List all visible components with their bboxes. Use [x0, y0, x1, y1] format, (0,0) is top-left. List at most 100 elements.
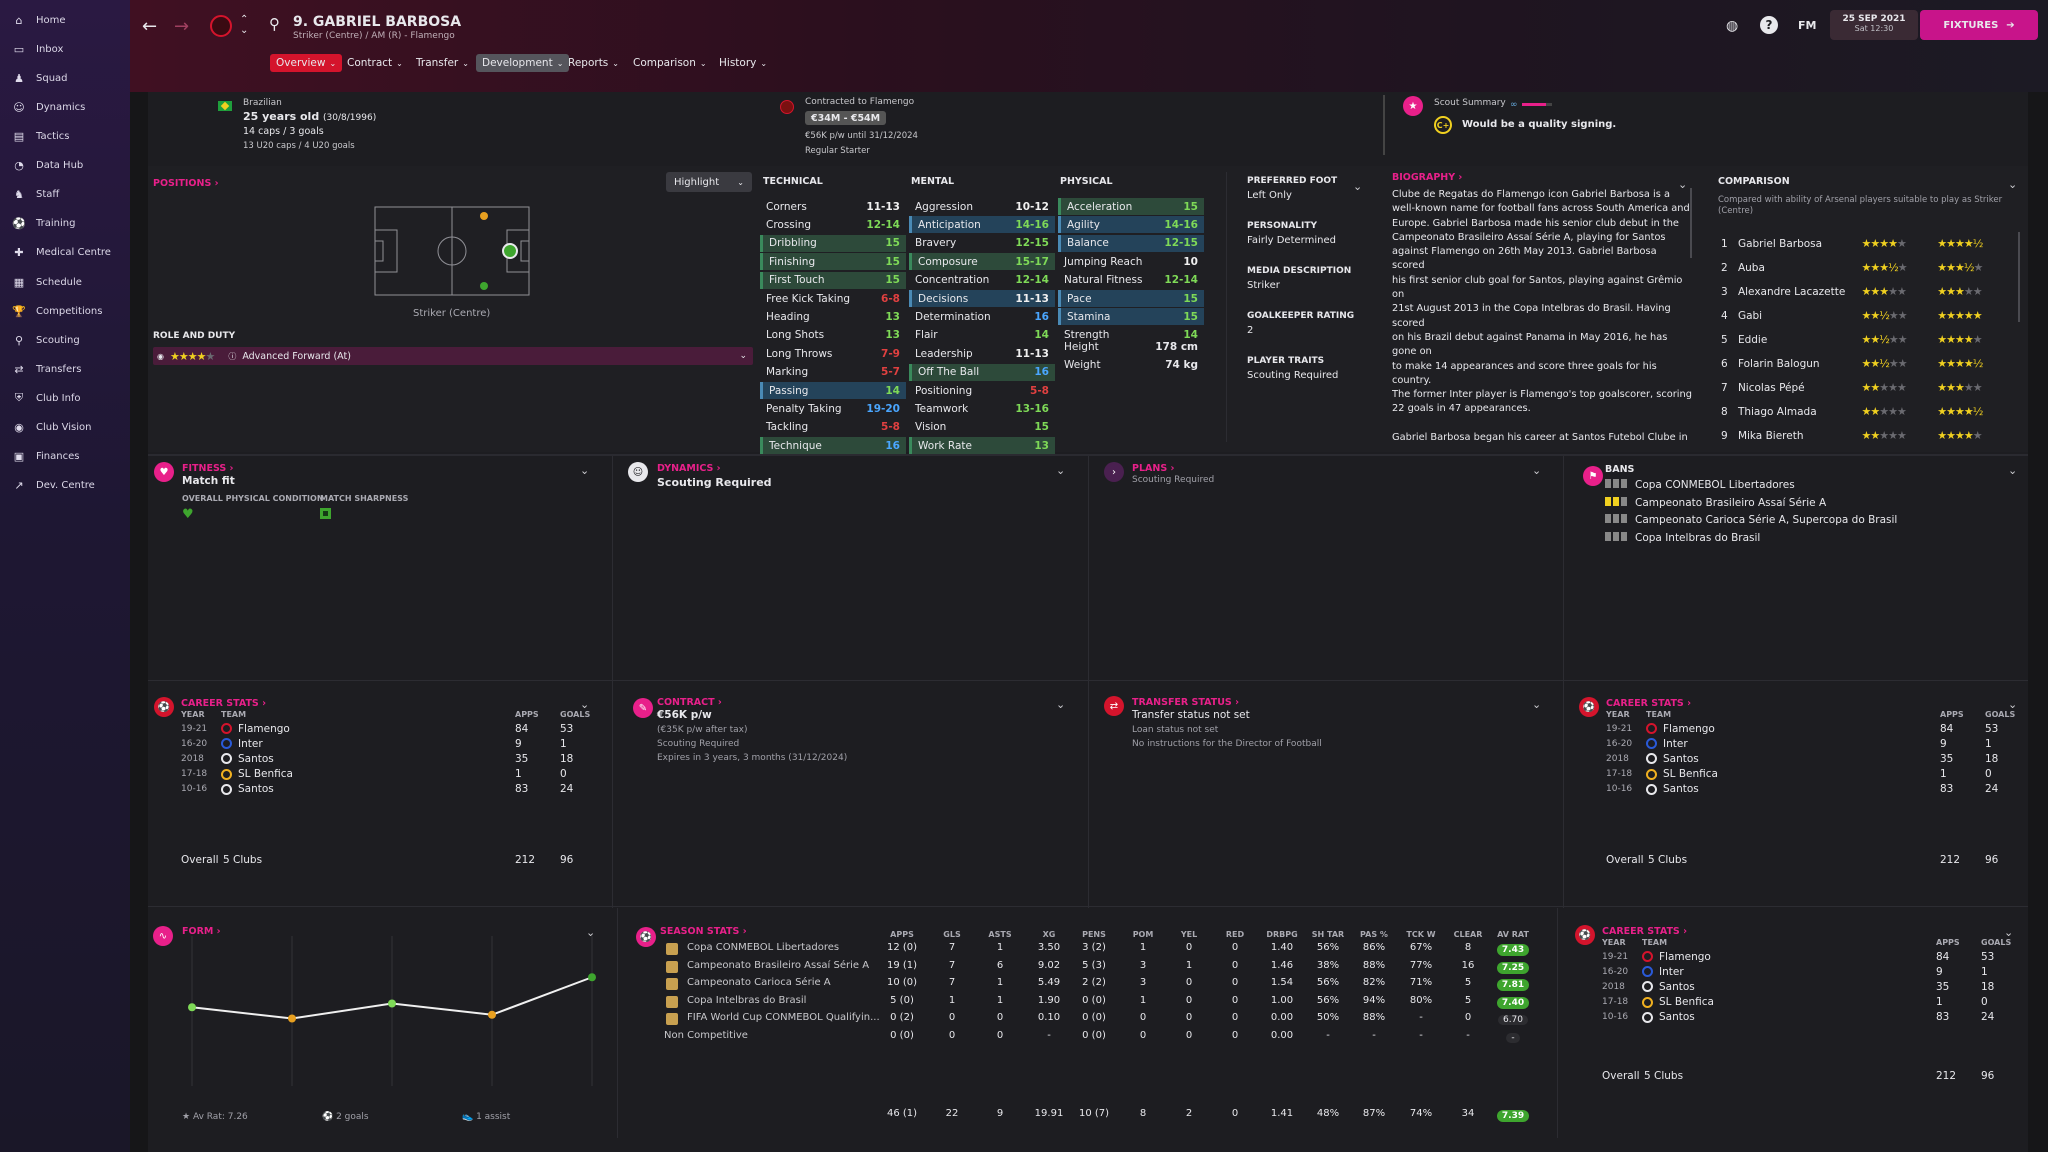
- season-competition[interactable]: Campeonato Carioca Série A: [687, 977, 831, 988]
- sidebar-item-club-info[interactable]: ⛨ Club Info: [0, 386, 130, 410]
- attribute-first-touch[interactable]: First Touch 15: [760, 271, 906, 289]
- career-row[interactable]: 2018 Santos 35 18: [181, 751, 601, 766]
- attribute-long-shots[interactable]: Long Shots 13: [760, 327, 906, 344]
- sidebar-item-staff[interactable]: ♞ Staff: [0, 182, 130, 206]
- chevron-down-icon[interactable]: ⌄: [580, 464, 590, 477]
- sidebar-item-data-hub[interactable]: ◔ Data Hub: [0, 153, 130, 177]
- attribute-marking[interactable]: Marking 5-7: [760, 364, 906, 381]
- attribute-aggression[interactable]: Aggression 10-12: [909, 198, 1055, 215]
- sidebar-item-competitions[interactable]: 🏆 Competitions: [0, 299, 130, 323]
- date-display[interactable]: 25 SEP 2021 Sat 12:30: [1830, 10, 1918, 40]
- tab-contract[interactable]: Contract ⌄: [341, 54, 409, 72]
- chevron-down-icon[interactable]: ⌄: [1056, 698, 1066, 711]
- fm-menu-button[interactable]: FM: [1798, 19, 1817, 32]
- attribute-concentration[interactable]: Concentration 12-14: [909, 272, 1055, 289]
- attribute-leadership[interactable]: Leadership 11-13: [909, 345, 1055, 362]
- attribute-tackling[interactable]: Tackling 5-8: [760, 419, 906, 436]
- comparison-row[interactable]: 1 Gabriel Barbosa ★★★★★ ★★★★½: [1718, 236, 2013, 251]
- attribute-anticipation[interactable]: Anticipation 14-16: [909, 216, 1055, 234]
- attribute-determination[interactable]: Determination 16: [909, 308, 1055, 325]
- comparison-row[interactable]: 7 Nicolas Pépé ★★★★★ ★★★★★: [1718, 380, 2013, 395]
- form-point[interactable]: [388, 999, 396, 1008]
- chevron-down-icon[interactable]: ⌄: [1678, 178, 1688, 191]
- career-row[interactable]: 16-20 Inter 9 1: [1606, 736, 2026, 751]
- help-icon[interactable]: ?: [1760, 16, 1778, 34]
- career-row[interactable]: 17-18 SL Benfica 1 0: [1602, 995, 2022, 1010]
- attribute-balance[interactable]: Balance 12-15: [1058, 234, 1204, 252]
- attribute-penalty-taking[interactable]: Penalty Taking 19-20: [760, 400, 906, 417]
- chevron-down-icon[interactable]: ⌄: [586, 926, 596, 939]
- career-row[interactable]: 16-20 Inter 9 1: [1602, 964, 2022, 979]
- sidebar-item-inbox[interactable]: ▭ Inbox: [0, 37, 130, 61]
- tab-development[interactable]: Development ⌄: [476, 54, 570, 72]
- attribute-composure[interactable]: Composure 15-17: [909, 253, 1055, 271]
- season-competition[interactable]: FIFA World Cup CONMEBOL Qualifyin...: [687, 1012, 880, 1023]
- comparison-row[interactable]: 2 Auba ★★★½★ ★★★½★: [1718, 260, 2013, 275]
- career-row[interactable]: 10-16 Santos 83 24: [1606, 782, 2026, 797]
- attribute-heading[interactable]: Heading 13: [760, 308, 906, 325]
- world-icon[interactable]: ◍: [1726, 18, 1739, 34]
- form-point[interactable]: [288, 1014, 296, 1023]
- career-row[interactable]: 19-21 Flamengo 84 53: [1606, 721, 2026, 736]
- attribute-free-kick-taking[interactable]: Free Kick Taking 6-8: [760, 290, 906, 307]
- tab-transfer[interactable]: Transfer ⌄: [410, 54, 475, 72]
- attribute-passing[interactable]: Passing 14: [760, 382, 906, 399]
- chevron-down-icon[interactable]: ⌄: [2008, 178, 2018, 191]
- sidebar-item-tactics[interactable]: ▤ Tactics: [0, 124, 130, 148]
- form-point[interactable]: [188, 1003, 196, 1012]
- sidebar-item-dynamics[interactable]: ☺ Dynamics: [0, 95, 130, 119]
- career-row[interactable]: 16-20 Inter 9 1: [181, 736, 601, 751]
- biography-title[interactable]: BIOGRAPHY ›: [1392, 172, 1463, 183]
- forward-arrow-icon[interactable]: →: [174, 16, 190, 37]
- back-arrow-icon[interactable]: ←: [142, 16, 158, 37]
- sidebar-item-finances[interactable]: ▣ Finances: [0, 444, 130, 468]
- attribute-natural-fitness[interactable]: Natural Fitness 12-14: [1058, 272, 1204, 289]
- sidebar-item-home[interactable]: ⌂ Home: [0, 8, 130, 32]
- attribute-corners[interactable]: Corners 11-13: [760, 198, 906, 215]
- sidebar-item-transfers[interactable]: ⇄ Transfers: [0, 357, 130, 381]
- season-competition[interactable]: Non Competitive: [664, 1029, 748, 1041]
- career-row[interactable]: 19-21 Flamengo 84 53: [181, 721, 601, 736]
- attribute-pace[interactable]: Pace 15: [1058, 290, 1204, 307]
- chevron-down-icon[interactable]: ⌄: [2004, 926, 2014, 939]
- plans-title[interactable]: PLANS ›: [1132, 463, 1175, 474]
- attribute-bravery[interactable]: Bravery 12-15: [909, 235, 1055, 252]
- attribute-finishing[interactable]: Finishing 15: [760, 253, 906, 271]
- attribute-acceleration[interactable]: Acceleration 15: [1058, 198, 1204, 215]
- season-competition[interactable]: Copa Intelbras do Brasil: [687, 994, 807, 1006]
- player-switch-icon[interactable]: ⌃ ⌄: [240, 14, 249, 36]
- transfer-status-title[interactable]: TRANSFER STATUS ›: [1132, 697, 1240, 708]
- career-row[interactable]: 2018 Santos 35 18: [1602, 979, 2022, 994]
- transfer-value[interactable]: €34M - €54M: [805, 111, 887, 125]
- attribute-dribbling[interactable]: Dribbling 15: [760, 234, 906, 252]
- ban-item[interactable]: Copa Intelbras do Brasil: [1605, 531, 1760, 544]
- chevron-down-icon[interactable]: ⌄: [2008, 464, 2018, 477]
- career-stats-title[interactable]: CAREER STATS ›: [1606, 698, 1691, 709]
- sidebar-item-schedule[interactable]: ▦ Schedule: [0, 270, 130, 294]
- attribute-flair[interactable]: Flair 14: [909, 327, 1055, 344]
- role-selector[interactable]: ◉ ★★★★★ ⓘ Advanced Forward (At) ⌄: [153, 347, 753, 365]
- dynamics-title[interactable]: DYNAMICS ›: [657, 463, 721, 474]
- attribute-agility[interactable]: Agility 14-16: [1058, 216, 1204, 234]
- season-stats-title[interactable]: SEASON STATS ›: [660, 926, 747, 937]
- form-point[interactable]: [588, 973, 596, 982]
- sidebar-item-scouting[interactable]: ⚲ Scouting: [0, 328, 130, 352]
- attribute-strength[interactable]: Strength 14: [1058, 327, 1204, 344]
- chevron-down-icon[interactable]: ⌄: [1056, 464, 1066, 477]
- attribute-technique[interactable]: Technique 16: [760, 437, 906, 455]
- career-stats-title[interactable]: CAREER STATS ›: [1602, 926, 1687, 937]
- sidebar-item-medical-centre[interactable]: ✚ Medical Centre: [0, 240, 130, 264]
- chevron-down-icon[interactable]: ⌄: [2008, 698, 2018, 711]
- comparison-row[interactable]: 4 Gabi ★★½★★ ★★★★★: [1718, 308, 2013, 323]
- sidebar-item-training[interactable]: ⚽ Training: [0, 211, 130, 235]
- tab-reports[interactable]: Reports ⌄: [562, 54, 625, 72]
- career-stats-title[interactable]: CAREER STATS ›: [181, 698, 266, 709]
- highlight-dropdown[interactable]: Highlight ⌄: [666, 172, 752, 192]
- season-competition[interactable]: Copa CONMEBOL Libertadores: [687, 942, 840, 953]
- attribute-jumping-reach[interactable]: Jumping Reach 10: [1058, 253, 1204, 270]
- attribute-teamwork[interactable]: Teamwork 13-16: [909, 400, 1055, 417]
- chevron-down-icon[interactable]: ⌄: [1353, 180, 1363, 193]
- career-row[interactable]: 10-16 Santos 83 24: [1602, 1010, 2022, 1025]
- scrollbar[interactable]: [2018, 232, 2020, 322]
- club-badge-icon[interactable]: [210, 15, 232, 37]
